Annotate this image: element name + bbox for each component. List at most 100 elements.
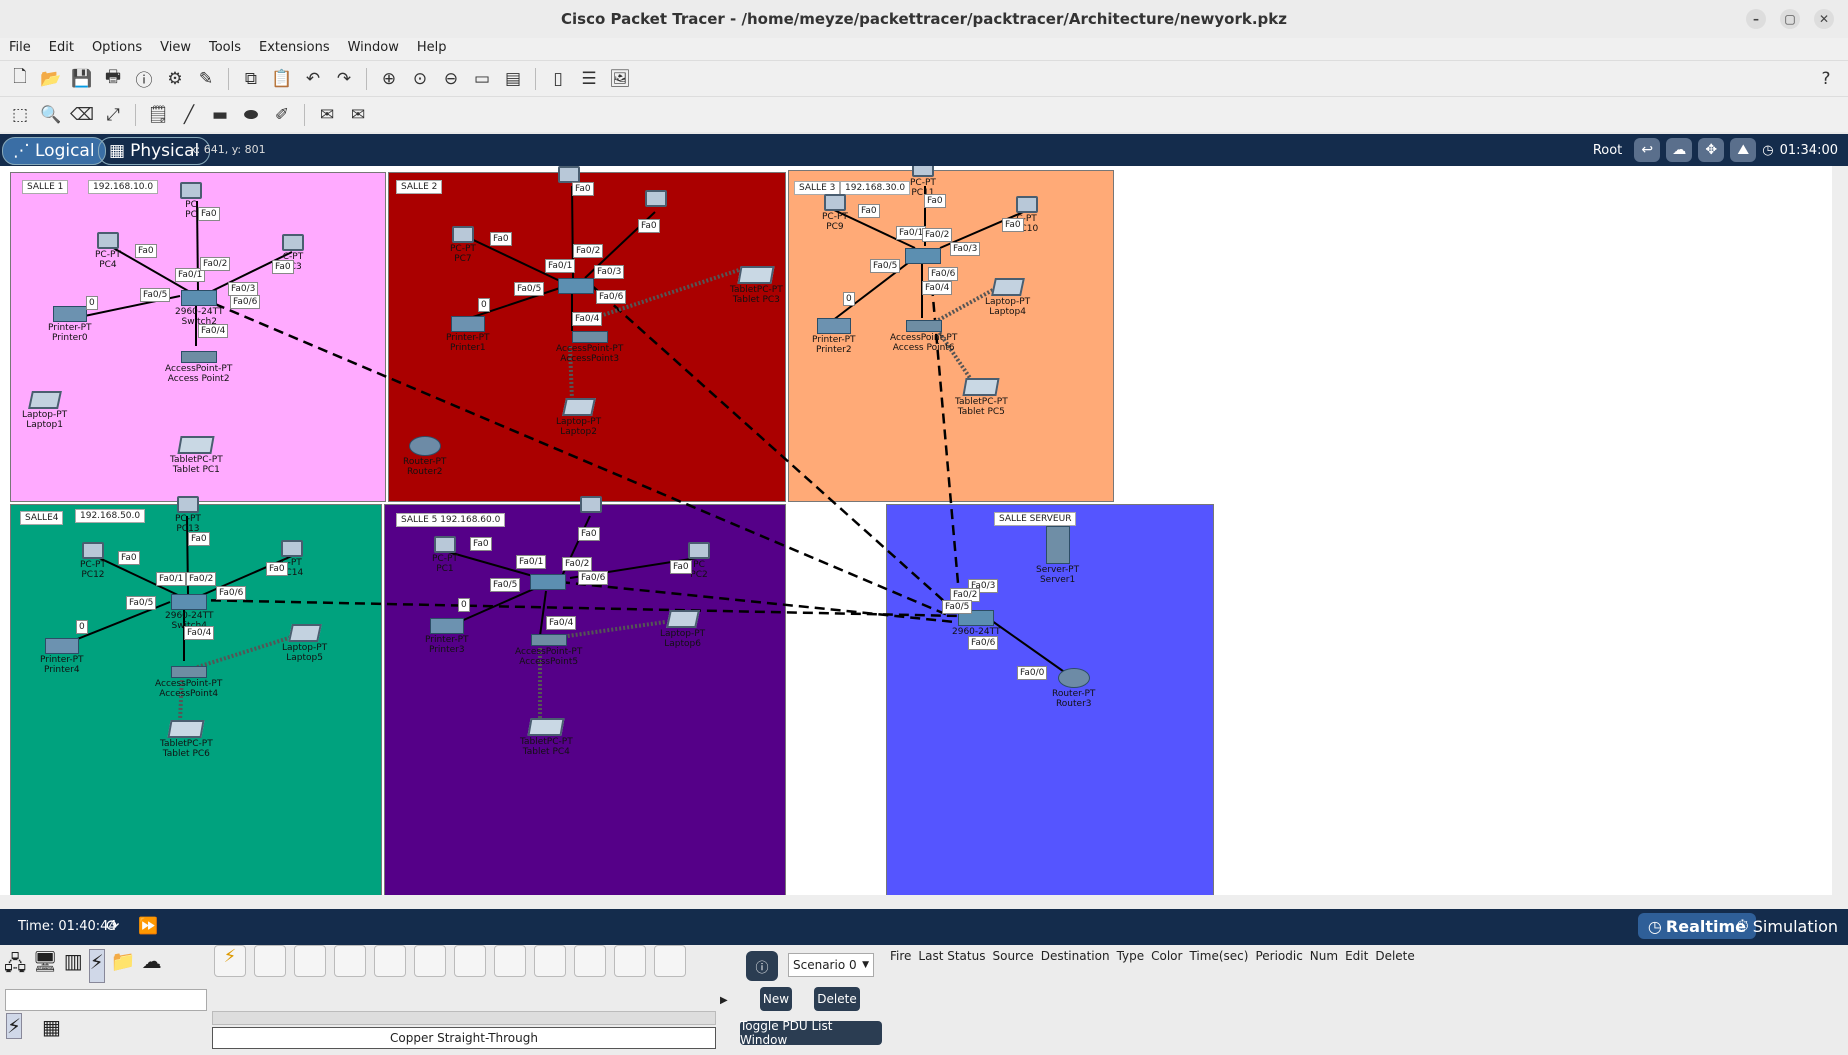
device-laptop1[interactable]: Laptop-PT Laptop1: [22, 391, 67, 430]
simulation-mode-button[interactable]: ⏱ Simulation: [1730, 913, 1844, 939]
physical-tab[interactable]: ▦ Physical: [98, 137, 211, 165]
move-icon[interactable]: ✥: [1698, 138, 1725, 162]
device-pc10[interactable]: C-PT PC10: [1015, 196, 1038, 234]
device-pc14[interactable]: C-PT PC14: [280, 540, 303, 578]
zoom-in-icon[interactable]: ⊕: [381, 68, 397, 89]
zoom-reset-icon[interactable]: ⊙: [412, 68, 428, 89]
device-access-point6[interactable]: AccessPoint-PT Access Point6: [890, 320, 957, 353]
device-printer3[interactable]: Printer-PT Printer3: [425, 618, 469, 655]
device-pc2[interactable]: PC PC2: [688, 542, 710, 580]
misc-icon[interactable]: 📁: [110, 949, 136, 973]
phone-cable-icon[interactable]: [414, 945, 446, 977]
multiuser-icon[interactable]: ☁: [141, 949, 162, 973]
device-tablet-pc1[interactable]: TabletPC-PT Tablet PC1: [170, 436, 223, 475]
device-switch2[interactable]: 2960-24TT Switch2: [175, 290, 223, 327]
collapse-arrow-icon[interactable]: ▶: [720, 995, 728, 1006]
network-devices-icon[interactable]: 🖧: [4, 951, 27, 975]
device-router2[interactable]: Router-PT Router2: [403, 436, 446, 477]
console-cable-icon[interactable]: [254, 945, 286, 977]
paste-icon[interactable]: 📋: [271, 68, 293, 89]
connections-subcategory-icon[interactable]: ⚡: [6, 1013, 23, 1039]
device-pc1[interactable]: PC-PT PC1: [432, 536, 458, 574]
complex-pdu-icon[interactable]: ✉: [350, 104, 366, 125]
back-icon[interactable]: ↩: [1634, 138, 1661, 162]
serial-dte-cable-icon[interactable]: [534, 945, 566, 977]
device-pc11[interactable]: PC-PT PC11: [910, 166, 936, 198]
device-printer0[interactable]: Printer-PT Printer0: [48, 306, 92, 343]
inspect-icon[interactable]: 🔍: [40, 104, 62, 125]
cable-scrollbar[interactable]: [212, 1011, 716, 1025]
iot-cable-icon[interactable]: [614, 945, 646, 977]
open-folder-icon[interactable]: 📂: [40, 68, 62, 89]
device-access-point2[interactable]: AccessPoint-PT Access Point2: [165, 351, 232, 384]
device-pc-salle5[interactable]: [580, 496, 602, 514]
undo-icon[interactable]: ↶: [305, 68, 321, 89]
device-laptop6[interactable]: Laptop-PT Laptop6: [660, 610, 705, 649]
menu-file[interactable]: File: [9, 40, 31, 55]
device-laptop4[interactable]: Laptop-PT Laptop4: [985, 278, 1030, 317]
device-router3[interactable]: Router-PT Router3: [1052, 668, 1095, 709]
device-access-point4[interactable]: AccessPoint-PT AccessPoint4: [155, 666, 222, 699]
octal-cable-icon[interactable]: [574, 945, 606, 977]
device-switch5[interactable]: 2960-24TT: [952, 610, 1000, 637]
activity-wizard-icon[interactable]: ✎: [198, 68, 214, 89]
auto-cable-icon[interactable]: ⚡: [214, 945, 246, 977]
pdu-icon[interactable]: ▯: [553, 68, 563, 89]
fast-forward-icon[interactable]: ⏩: [138, 916, 158, 935]
device-list-icon[interactable]: ☰: [581, 68, 597, 89]
rectangle-icon[interactable]: ▬: [211, 104, 229, 125]
zoom-out-icon[interactable]: ⊖: [443, 68, 459, 89]
menu-tools[interactable]: Tools: [208, 40, 242, 55]
grid-subcategory-icon[interactable]: ▦: [42, 1015, 61, 1039]
image-icon[interactable]: 🖼: [609, 68, 631, 89]
custom-device-icon[interactable]: ▤: [504, 68, 522, 89]
device-tablet-pc6[interactable]: TabletPC-PT Tablet PC6: [160, 720, 213, 759]
device-switch-salle3[interactable]: [905, 248, 941, 265]
logical-tab[interactable]: ⋰ Logical: [2, 137, 106, 165]
maximize-icon[interactable]: ▢: [1780, 9, 1800, 29]
realtime-mode-button[interactable]: ◷ Realtime: [1637, 913, 1756, 939]
menu-options[interactable]: Options: [91, 40, 143, 55]
copy-icon[interactable]: ⧉: [244, 68, 258, 89]
ellipse-icon[interactable]: ⬬: [243, 104, 259, 125]
device-server1[interactable]: Server-PT Server1: [1036, 526, 1079, 585]
device-pc-top[interactable]: [558, 166, 580, 184]
device-tablet-pc5[interactable]: TabletPC-PT Tablet PC5: [955, 378, 1008, 417]
mountain-icon[interactable]: ⛰: [1730, 138, 1757, 162]
new-file-icon[interactable]: 🗋: [13, 67, 27, 87]
scenario-select[interactable]: Scenario 0 ▼: [788, 953, 874, 977]
device-tablet-pc4[interactable]: TabletPC-PT Tablet PC4: [520, 718, 573, 757]
horizontal-scrollbar[interactable]: [0, 895, 1832, 909]
simple-pdu-icon[interactable]: ✉: [319, 104, 335, 125]
menu-edit[interactable]: Edit: [48, 40, 74, 55]
note-icon[interactable]: 🗒: [147, 104, 169, 125]
components-icon[interactable]: ▥: [63, 949, 83, 973]
device-access-point5[interactable]: AccessPoint-PT AccessPoint5: [515, 634, 582, 667]
close-icon[interactable]: ✕: [1814, 9, 1834, 29]
device-laptop5[interactable]: Laptop-PT Laptop5: [282, 624, 327, 663]
serial-dce-cable-icon[interactable]: [494, 945, 526, 977]
line-icon[interactable]: ╱: [183, 104, 195, 125]
save-icon[interactable]: 💾: [71, 68, 93, 89]
device-pc7[interactable]: PC-PT PC7: [450, 226, 476, 264]
menu-extensions[interactable]: Extensions: [259, 40, 330, 55]
device-printer4[interactable]: Printer-PT Printer4: [40, 638, 84, 675]
new-scenario-button[interactable]: New: [760, 987, 792, 1011]
device-switch-salle5[interactable]: [530, 574, 566, 591]
print-icon[interactable]: 🖶: [104, 67, 122, 87]
device-pc9[interactable]: PC-PT PC9: [822, 194, 848, 232]
redo-icon[interactable]: ↷: [336, 68, 352, 89]
device-printer1[interactable]: Printer-PT Printer1: [446, 316, 490, 353]
select-icon[interactable]: ⬚: [11, 104, 29, 125]
crossover-cable-icon[interactable]: [334, 945, 366, 977]
end-devices-icon[interactable]: 🖥: [32, 949, 58, 973]
device-tablet-pc3[interactable]: TabletPC-PT Tablet PC3: [730, 266, 783, 305]
freeform-icon[interactable]: ✐: [274, 104, 290, 125]
info-icon[interactable]: ⓘ: [746, 951, 778, 981]
coaxial-cable-icon[interactable]: [454, 945, 486, 977]
delete-icon[interactable]: ⌫: [69, 104, 95, 125]
device-pc-salle2[interactable]: [645, 190, 667, 208]
cloud-icon[interactable]: ☁: [1666, 138, 1693, 162]
network-wizard-icon[interactable]: ⚙: [167, 68, 183, 89]
connections-icon[interactable]: ⚡: [88, 949, 105, 983]
